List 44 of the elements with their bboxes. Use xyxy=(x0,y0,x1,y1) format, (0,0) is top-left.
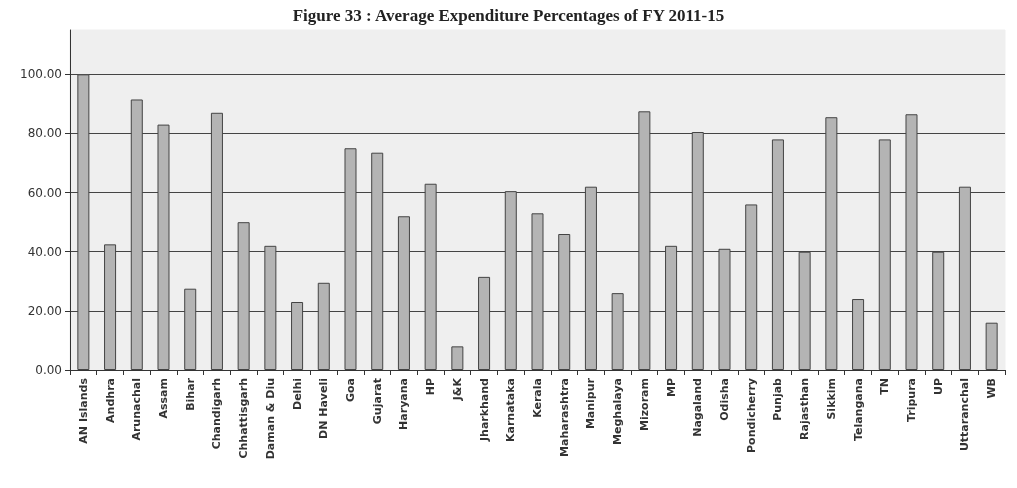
x-tick-label: Gujarat xyxy=(370,378,384,425)
x-tick-label: Assam xyxy=(157,378,170,419)
x-tick-label: Sikkim xyxy=(824,378,838,420)
x-tick-label: Haryana xyxy=(397,378,411,430)
x-tick-label: Manipur xyxy=(584,377,598,430)
y-tick-label: 80.00 xyxy=(27,126,62,141)
x-tick-label: Telangana xyxy=(851,378,865,442)
x-tick-label: Kerala xyxy=(531,378,544,418)
x-tick-label: Delhi xyxy=(290,378,304,410)
x-tick-label: Tripura xyxy=(905,378,918,423)
chart-title: Figure 33 : Average Expenditure Percentages of FY 2011-15 xyxy=(292,6,725,25)
y-tick-label: 20.00 xyxy=(27,303,62,318)
x-tick-label: Rajasthan xyxy=(798,378,812,440)
x-tick-label: Bihar xyxy=(183,377,197,411)
x-tick-label: Odisha xyxy=(718,378,731,421)
x-tick-label: Meghalaya xyxy=(611,378,625,445)
bar xyxy=(985,322,998,370)
bar xyxy=(451,346,464,370)
x-tick-label: Karnataka xyxy=(504,378,518,443)
x-tick-label: Pondicherry xyxy=(744,378,758,453)
x-tick-label: UP xyxy=(931,378,945,395)
x-tick-label: Chandigarh xyxy=(210,378,224,450)
x-tick-label: HP xyxy=(424,378,438,396)
x-tick-label: DN Haveli xyxy=(317,378,331,439)
y-tick-label: 60.00 xyxy=(27,185,62,200)
x-tick-label: Punjab xyxy=(771,377,785,421)
x-tick-label: AN Islands xyxy=(76,377,90,444)
y-tick-label: 0.00 xyxy=(35,363,62,377)
x-tick-label: Arunachal xyxy=(130,378,144,441)
x-tick-label: TN xyxy=(878,378,892,395)
x-tick-label: Goa xyxy=(344,378,357,403)
x-tick-label: Daman & Diu xyxy=(263,378,277,460)
x-tick-label: Andhra xyxy=(103,378,117,423)
x-tick-label: WB xyxy=(985,378,999,399)
y-tick-label: 40.00 xyxy=(27,244,62,259)
x-tick-label: Jharkhand xyxy=(477,378,491,443)
x-tick-label: Nagaland xyxy=(691,378,705,437)
x-tick-label: Mizoram xyxy=(637,378,651,431)
x-tick-label: Chhattisgarh xyxy=(237,378,251,459)
x-tick-label: Maharashtra xyxy=(557,378,571,457)
x-tick-label: Uttaranchal xyxy=(958,378,972,452)
y-tick-label: 100.00 xyxy=(20,67,62,82)
x-tick-label: MP xyxy=(664,378,678,398)
x-tick-label: J&K xyxy=(450,377,464,402)
